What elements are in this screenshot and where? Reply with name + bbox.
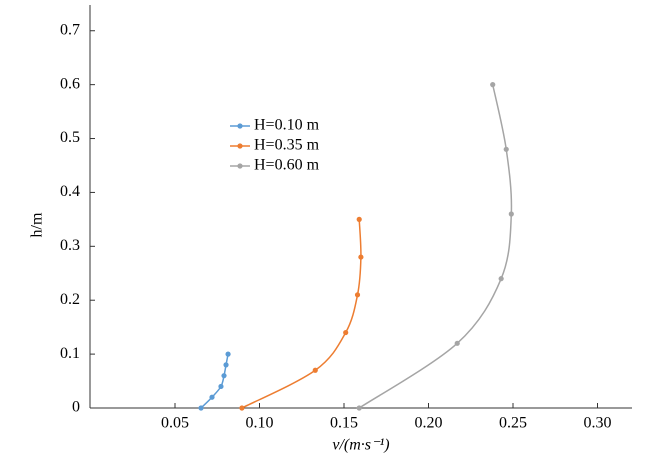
legend-marker bbox=[237, 143, 243, 149]
data-point bbox=[218, 383, 224, 390]
data-point bbox=[209, 394, 215, 400]
legend-label: H=0.10 m bbox=[254, 117, 320, 134]
data-point bbox=[343, 329, 349, 336]
data-point bbox=[503, 146, 509, 152]
legend-marker bbox=[237, 123, 243, 129]
y-tick-label: 0 bbox=[72, 399, 80, 416]
series-line bbox=[358, 84, 513, 409]
data-point bbox=[225, 351, 231, 357]
x-tick-label: 0.30 bbox=[584, 415, 612, 432]
data-point bbox=[221, 373, 227, 379]
legend-marker bbox=[237, 163, 243, 169]
x-tick-label: 0.05 bbox=[161, 415, 189, 432]
x-tick-label: 0.25 bbox=[499, 415, 527, 432]
y-tick-label: 0.5 bbox=[60, 129, 80, 146]
data-point bbox=[358, 254, 364, 260]
y-tick-label: 0.7 bbox=[60, 21, 80, 38]
y-tick-label: 0.2 bbox=[60, 291, 80, 308]
y-axis-label: h/m bbox=[29, 212, 46, 237]
legend-label: H=0.35 m bbox=[254, 137, 320, 154]
x-tick-label: 0.15 bbox=[330, 415, 358, 432]
series-line bbox=[200, 353, 229, 409]
legend-label: H=0.60 m bbox=[254, 157, 320, 174]
data-point bbox=[508, 211, 514, 217]
data-point bbox=[454, 340, 460, 346]
y-tick-label: 0.4 bbox=[60, 183, 80, 200]
y-tick-label: 0.3 bbox=[60, 237, 80, 254]
data-point bbox=[490, 82, 496, 88]
data-point bbox=[354, 292, 361, 298]
data-point bbox=[312, 367, 318, 373]
series-line bbox=[241, 219, 362, 409]
data-point bbox=[498, 276, 504, 282]
y-tick-label: 0.6 bbox=[60, 75, 80, 92]
data-point bbox=[223, 362, 229, 368]
y-tick-label: 0.1 bbox=[60, 345, 80, 362]
x-tick-label: 0.10 bbox=[246, 415, 274, 432]
data-point bbox=[356, 216, 362, 222]
x-axis-label: v/(m·s⁻¹) bbox=[332, 437, 389, 454]
data-point bbox=[198, 405, 204, 411]
data-point bbox=[239, 405, 245, 411]
data-point bbox=[356, 405, 362, 411]
x-tick-label: 0.20 bbox=[415, 415, 443, 432]
